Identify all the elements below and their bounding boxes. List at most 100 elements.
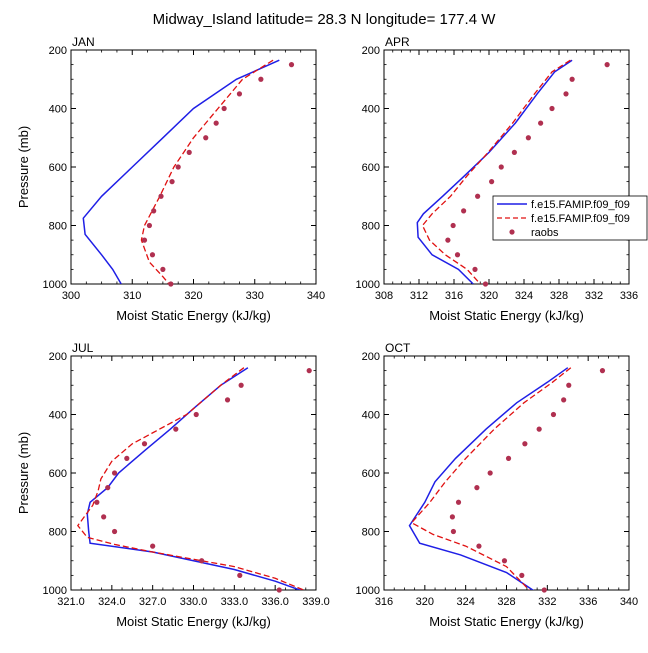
x-tick-label-apr: 312 <box>410 290 428 302</box>
raobs-point-jan <box>258 76 264 82</box>
y-tick-label-oct: 1000 <box>356 585 380 597</box>
panel-label-oct: OCT <box>385 341 411 355</box>
raobs-point-oct <box>450 528 457 535</box>
raobs-point-jan <box>236 91 243 97</box>
panel-oct: OCT 316 320 324 328 332 336 340 200 400 600 800 1000… <box>356 341 639 629</box>
raobs-point-apr <box>461 208 467 214</box>
y-tick-label-jul: 800 <box>49 527 67 539</box>
x-tick-label-oct: 324 <box>456 596 474 608</box>
y-tick-label-jul: 200 <box>49 351 67 363</box>
y-tick-label-apr: 600 <box>362 162 380 174</box>
raobs-point-jan <box>203 135 209 141</box>
raobs-point-oct <box>599 368 606 374</box>
raobs-point-apr <box>498 164 504 170</box>
x-tick-label-oct: 320 <box>416 596 434 608</box>
x-tick-label-jul: 333.0 <box>221 596 249 608</box>
raobs-point-oct <box>501 558 508 564</box>
panel-jul: JUL 321.0 324.0 327.0 330.0 333.0 336.0 339.0 20… <box>16 341 330 629</box>
x-axis-label-jan: Moist Static Energy (kJ/kg) <box>116 308 271 323</box>
raobs-point-jul <box>105 485 111 491</box>
raobs-point-apr <box>511 149 517 155</box>
x-tick-label-oct: 316 <box>375 596 393 608</box>
x-tick-label-jan: 330 <box>246 290 264 302</box>
panel-jan: JAN 300 310 320 330 340 200 400 600 800 1000 Moist … <box>16 35 325 323</box>
plot-frame-apr <box>383 49 630 285</box>
y-tick-label-apr: 200 <box>362 45 380 57</box>
raobs-point-apr <box>604 62 610 68</box>
x-axis-label-apr: Moist Static Energy (kJ/kg) <box>429 308 584 323</box>
x-tick-label-jan: 340 <box>307 290 325 302</box>
series-line-dashed-apr <box>421 59 571 284</box>
series-line-solid-jul <box>86 367 302 590</box>
y-tick-label-oct: 800 <box>362 527 380 539</box>
raobs-point-jul <box>224 397 231 403</box>
x-tick-label-jan: 300 <box>62 290 80 302</box>
raobs-point-oct <box>455 499 462 505</box>
raobs-point-jul <box>150 543 156 549</box>
raobs-point-apr <box>563 91 569 97</box>
x-tick-label-apr: 320 <box>480 290 498 302</box>
raobs-point-apr <box>538 120 544 126</box>
y-tick-label-oct: 200 <box>362 351 380 363</box>
raobs-point-jul <box>306 368 312 374</box>
series-group-jul <box>76 367 306 590</box>
x-tick-label-apr: 308 <box>375 290 393 302</box>
plot-frame-oct <box>383 355 630 591</box>
y-tick-label-jul: 600 <box>49 468 67 480</box>
raobs-point-jul <box>173 426 179 432</box>
raobs-point-jan <box>141 237 148 243</box>
raobs-point-oct <box>449 514 455 520</box>
raobs-point-jan <box>146 222 152 229</box>
raobs-point-jul <box>199 558 205 564</box>
raobs-point-jul <box>111 470 118 476</box>
x-tick-label-jul: 336.0 <box>261 596 289 608</box>
series-line-solid-jan <box>82 59 280 284</box>
raobs-point-apr <box>472 266 478 272</box>
panel-apr: APR 308 312 316 320 324 328 332 336 200 400 600 800 1… <box>356 35 639 323</box>
x-tick-label-apr: 316 <box>445 290 463 302</box>
x-tick-label-jul: 327.0 <box>139 596 167 608</box>
series-group-oct <box>408 367 572 590</box>
raobs-point-apr <box>489 179 495 185</box>
raobs-point-jul <box>238 382 244 388</box>
raobs-point-jul <box>111 528 118 535</box>
chart-title: Midway_Island latitude= 28.3 N longitude… <box>153 11 497 28</box>
raobs-point-apr <box>445 237 451 243</box>
legend-label-solid: f.e15.FAMIP.f09_f09 <box>531 199 630 211</box>
panel-label-apr: APR <box>385 35 410 49</box>
y-tick-label-jan: 200 <box>49 45 67 57</box>
x-tick-label-jul: 321.0 <box>57 596 85 608</box>
x-axis-label-oct: Moist Static Energy (kJ/kg) <box>429 614 584 629</box>
x-axis-label-jul: Moist Static Energy (kJ/kg) <box>116 614 271 629</box>
series-line-dashed-jan <box>140 59 274 284</box>
x-tick-label-apr: 328 <box>550 290 568 302</box>
legend-label-dashed: f.e15.FAMIP.f09_f09 <box>531 213 630 225</box>
raobs-point-oct <box>550 411 557 418</box>
raobs-point-jan <box>151 208 157 214</box>
raobs-point-oct <box>487 470 493 476</box>
x-tick-label-jan: 310 <box>123 290 141 302</box>
raobs-point-oct <box>522 441 528 447</box>
y-tick-label-apr: 400 <box>362 104 380 116</box>
raobs-point-jul <box>276 587 282 593</box>
raobs-point-jan <box>169 179 175 185</box>
y-tick-label-jan: 600 <box>49 162 67 174</box>
series-group-jan <box>82 59 280 284</box>
x-tick-label-jan: 320 <box>184 290 202 302</box>
raobs-point-oct <box>566 382 572 388</box>
series-line-dashed-oct <box>410 367 572 590</box>
series-group-apr <box>416 59 573 284</box>
raobs-point-apr <box>454 252 461 258</box>
y-tick-label-apr: 1000 <box>356 279 380 291</box>
y-tick-label-oct: 400 <box>362 410 380 422</box>
raobs-point-jul <box>237 572 243 578</box>
raobs-point-apr <box>475 193 481 199</box>
raobs-point-oct <box>519 572 525 578</box>
x-tick-label-oct: 336 <box>579 596 597 608</box>
raobs-point-jan <box>186 149 192 155</box>
x-tick-label-jul: 324.0 <box>98 596 126 608</box>
raobs-point-apr <box>569 76 575 82</box>
y-tick-label-jan: 400 <box>49 104 67 116</box>
x-tick-label-jul: 339.0 <box>302 596 330 608</box>
